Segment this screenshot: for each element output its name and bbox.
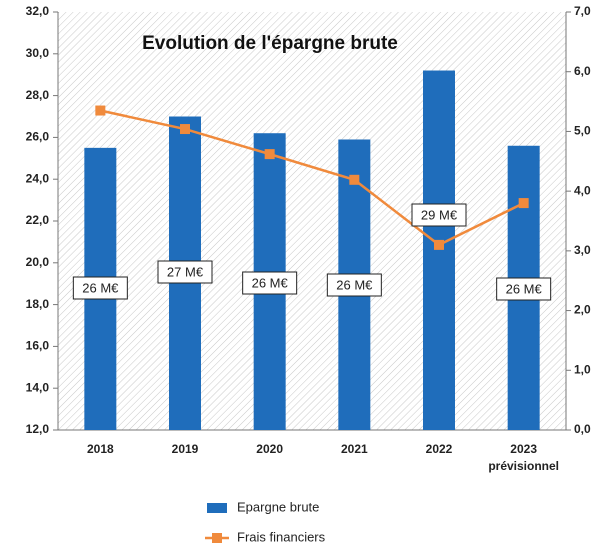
legend-label: Epargne brute: [237, 499, 319, 514]
x-tick-label: 2023 prévisionnel: [488, 442, 559, 473]
line: [100, 109, 525, 247]
value-label-box: [496, 277, 552, 301]
y2-tick-label: 2,0: [574, 303, 591, 317]
value-label: 26 M€: [82, 280, 119, 295]
y-tick-label: 24,0: [26, 171, 50, 185]
plot-area: [58, 12, 566, 430]
bar: [423, 70, 455, 431]
y-tick-label: 14,0: [26, 380, 50, 394]
y2-tick-label: 6,0: [574, 64, 591, 78]
y-tick-label: 12,0: [26, 422, 50, 436]
y2-tick-label: 5,0: [574, 124, 591, 138]
value-label: 26 M€: [336, 277, 373, 292]
x-tick-label: 2019: [171, 442, 199, 456]
y-tick-label: 30,0: [26, 46, 50, 60]
y2-tick-label: 0,0: [574, 422, 591, 436]
value-label: 29 M€: [421, 207, 458, 222]
y-tick-label: 16,0: [26, 339, 50, 353]
value-label-box: [157, 260, 213, 284]
value-label-box: [242, 271, 298, 295]
y-tick-label: 20,0: [26, 255, 50, 269]
value-label-box: [411, 203, 467, 227]
y2-tick-label: 7,0: [574, 4, 591, 18]
line-marker: [518, 198, 529, 209]
line-marker: [95, 105, 106, 116]
value-label: 26 M€: [506, 281, 543, 296]
y-tick-label: 18,0: [26, 297, 50, 311]
legend-swatch: [207, 503, 227, 513]
y-tick-label: 26,0: [26, 130, 50, 144]
y-tick-label: 28,0: [26, 88, 50, 102]
x-tick-label: 2018: [86, 442, 114, 456]
legend-label: Frais financiers: [237, 529, 326, 544]
line-marker: [264, 149, 275, 160]
y-tick-label: 32,0: [26, 4, 50, 18]
line-marker: [434, 239, 444, 250]
y2-tick-label: 4,0: [574, 183, 591, 197]
chart-title: Evolution de l'épargne brute: [142, 33, 398, 54]
x-tick-label: 2020: [256, 442, 283, 456]
legend-marker: [212, 533, 222, 543]
value-label-box: [72, 276, 128, 300]
y2-tick-label: 3,0: [574, 243, 591, 257]
value-label: 26 M€: [252, 275, 289, 290]
x-tick-label: 2021: [340, 442, 368, 456]
line-marker: [349, 174, 360, 185]
y2-tick-label: 1,0: [574, 362, 591, 376]
y-tick-label: 22,0: [26, 213, 50, 227]
value-label-box: [326, 273, 382, 297]
x-tick-label: 2022: [425, 442, 453, 456]
line-marker: [180, 124, 190, 135]
value-label: 27 M€: [167, 264, 204, 279]
